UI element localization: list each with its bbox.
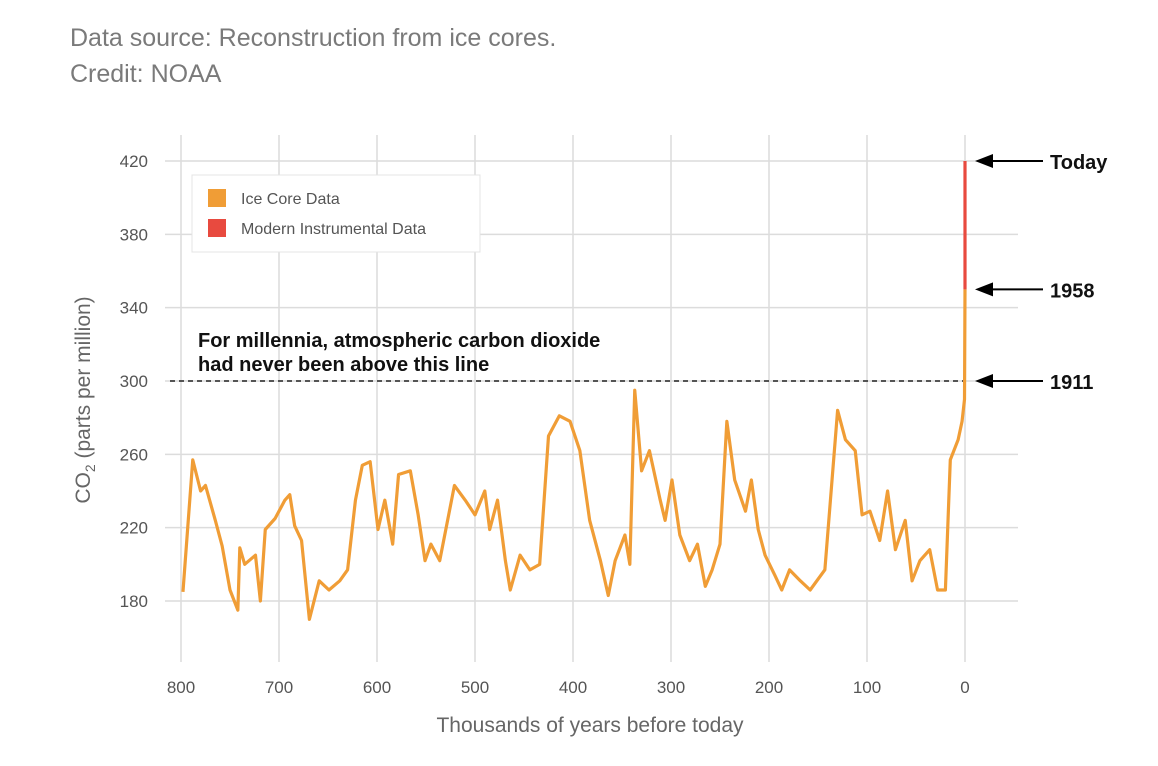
x-tick-label: 400 — [559, 678, 587, 697]
ice-core-line — [181, 289, 967, 621]
y-tick-label: 180 — [120, 592, 148, 611]
data-source-text: Data source: Reconstruction from ice cor… — [70, 24, 557, 52]
legend-box — [191, 174, 481, 253]
x-tick-label: 500 — [461, 678, 489, 697]
legend-label-modern: Modern Instrumental Data — [241, 221, 426, 238]
legend-swatch-modern — [208, 219, 226, 237]
threshold-annotation-line2: had never been above this line — [198, 354, 489, 376]
annotation-label-1911: 1911 — [1050, 372, 1093, 394]
arrowhead-icon — [975, 374, 993, 388]
legend: Ice Core Data Modern Instrumental Data — [191, 174, 481, 253]
arrowhead-icon — [975, 154, 993, 168]
x-tick-label: 800 — [167, 678, 195, 697]
y-tick-label: 340 — [120, 299, 148, 318]
y-tick-label: 420 — [120, 152, 148, 171]
y-tick-label: 260 — [120, 445, 148, 464]
x-tick-label: 100 — [853, 678, 881, 697]
credit-text: Credit: NOAA — [70, 60, 222, 88]
x-tick-label: 200 — [755, 678, 783, 697]
y-tick-label: 220 — [120, 519, 148, 538]
legend-label-ice: Ice Core Data — [241, 191, 340, 208]
x-tick-label: 300 — [657, 678, 685, 697]
annotation-label-1958: 1958 — [1050, 280, 1095, 302]
arrowhead-icon — [975, 282, 993, 297]
threshold-annotation-line1: For millennia, atmospheric carbon dioxid… — [198, 330, 600, 352]
y-axis-label: CO2 (parts per million) — [72, 296, 98, 503]
y-tick-label: 380 — [120, 225, 148, 244]
x-tick-label: 700 — [265, 678, 293, 697]
x-tick-label: 600 — [363, 678, 391, 697]
x-axis-label: Thousands of years before today — [436, 714, 744, 737]
x-tick-label: 0 — [960, 678, 969, 697]
legend-swatch-ice — [208, 189, 226, 207]
y-tick-label: 300 — [120, 372, 148, 391]
annotation-label-today: Today — [1050, 152, 1108, 174]
